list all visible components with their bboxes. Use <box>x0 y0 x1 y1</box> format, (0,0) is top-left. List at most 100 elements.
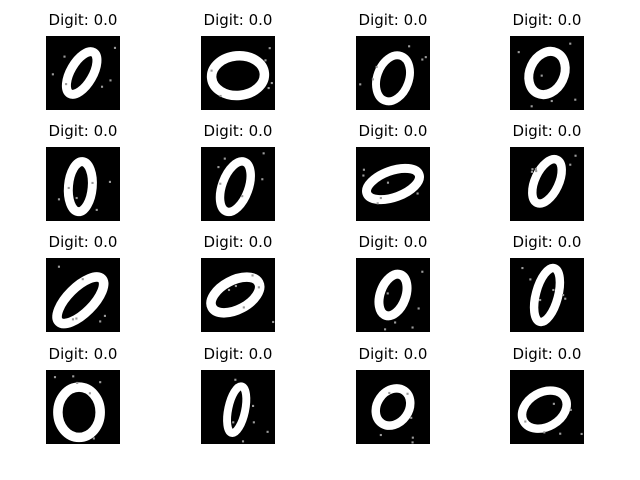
noise-speck <box>232 421 235 424</box>
noise-speck <box>384 328 387 331</box>
noise-speck <box>569 408 572 411</box>
noise-speck <box>408 45 411 48</box>
digit-stroke <box>215 157 255 217</box>
digit-panel: Digit: 0.0 <box>510 344 584 444</box>
digit-stroke <box>524 46 570 100</box>
digit-panel: Digit: 0.0 <box>356 121 430 221</box>
noise-speck <box>99 381 102 384</box>
noise-speck <box>535 169 538 173</box>
panel-title: Digit: 0.0 <box>358 233 428 251</box>
digit-panel: Digit: 0.0 <box>46 232 120 332</box>
noise-speck <box>71 318 75 321</box>
noise-speck <box>81 278 84 281</box>
noise-speck <box>411 441 414 444</box>
noise-speck <box>386 181 390 184</box>
noise-speck <box>262 152 265 155</box>
digit-image <box>201 258 275 332</box>
noise-speck <box>540 74 543 77</box>
noise-speck <box>217 166 220 169</box>
digit-image <box>356 147 430 221</box>
panel-title: Digit: 0.0 <box>512 11 582 29</box>
panel-title: Digit: 0.0 <box>203 233 273 251</box>
noise-speck <box>552 402 555 405</box>
panel-title: Digit: 0.0 <box>203 345 273 363</box>
digit-image <box>46 370 120 444</box>
digit-panel: Digit: 0.0 <box>356 232 430 332</box>
noise-speck <box>550 99 553 103</box>
noise-speck <box>379 196 382 200</box>
noise-speck <box>411 326 414 329</box>
noise-speck <box>241 195 244 198</box>
digit-panel: Digit: 0.0 <box>201 344 275 444</box>
noise-speck <box>406 392 409 395</box>
noise-speck <box>261 178 264 181</box>
noise-speck <box>91 181 94 184</box>
digit-image <box>46 258 120 332</box>
noise-speck <box>264 59 267 62</box>
noise-speck <box>57 198 61 201</box>
noise-speck <box>251 274 254 277</box>
noise-speck <box>234 284 237 288</box>
noise-speck <box>242 306 245 309</box>
digit-image <box>510 36 584 110</box>
noise-speck <box>92 437 95 440</box>
digit-image <box>201 36 275 110</box>
digit-stroke <box>374 269 412 321</box>
noise-speck <box>531 168 534 171</box>
digit-image <box>46 36 120 110</box>
digit-stroke <box>372 51 414 106</box>
noise-speck <box>57 265 61 268</box>
digit-stroke <box>206 51 270 101</box>
noise-speck <box>95 208 98 211</box>
noise-speck <box>103 314 106 317</box>
noise-speck <box>574 154 577 157</box>
panel-title: Digit: 0.0 <box>358 345 428 363</box>
digit-panel: Digit: 0.0 <box>46 10 120 110</box>
panel-title: Digit: 0.0 <box>358 122 428 140</box>
noise-speck <box>227 288 231 292</box>
panel-title: Digit: 0.0 <box>48 345 118 363</box>
noise-speck <box>410 416 413 419</box>
noise-speck <box>569 42 572 45</box>
noise-speck <box>376 202 379 205</box>
noise-speck <box>241 440 245 443</box>
digit-stroke <box>61 47 102 99</box>
noise-speck <box>67 186 70 190</box>
noise-speck <box>270 81 273 85</box>
noise-speck <box>424 56 427 59</box>
digit-panel: Digit: 0.0 <box>201 10 275 110</box>
digit-image <box>510 258 584 332</box>
noise-speck <box>88 392 91 395</box>
digit-stroke <box>53 382 105 443</box>
panel-title: Digit: 0.0 <box>203 122 273 140</box>
noise-speck <box>272 320 275 324</box>
digit-panel: Digit: 0.0 <box>510 121 584 221</box>
digit-stroke <box>63 157 97 217</box>
noise-speck <box>569 163 572 166</box>
noise-speck <box>417 307 420 310</box>
digit-panel: Digit: 0.0 <box>510 232 584 332</box>
digit-panel: Digit: 0.0 <box>356 344 430 444</box>
panel-title: Digit: 0.0 <box>48 233 118 251</box>
noise-speck <box>524 420 527 423</box>
noise-speck <box>99 320 102 323</box>
noise-speck <box>421 58 424 61</box>
noise-speck <box>559 432 562 435</box>
digit-panel: Digit: 0.0 <box>356 10 430 110</box>
noise-speck <box>517 51 520 54</box>
digit-stroke <box>371 384 415 430</box>
noise-speck <box>72 375 75 378</box>
digit-image <box>201 147 275 221</box>
noise-speck <box>416 192 419 195</box>
digit-stroke <box>206 272 265 318</box>
noise-speck <box>379 433 382 437</box>
digit-stroke <box>528 154 566 208</box>
noise-speck <box>552 288 555 292</box>
digit-stroke <box>223 382 251 437</box>
noise-speck <box>539 298 542 302</box>
digit-stroke <box>529 263 565 327</box>
digit-panel: Digit: 0.0 <box>201 232 275 332</box>
noise-speck <box>100 85 104 88</box>
noise-speck <box>580 432 583 436</box>
